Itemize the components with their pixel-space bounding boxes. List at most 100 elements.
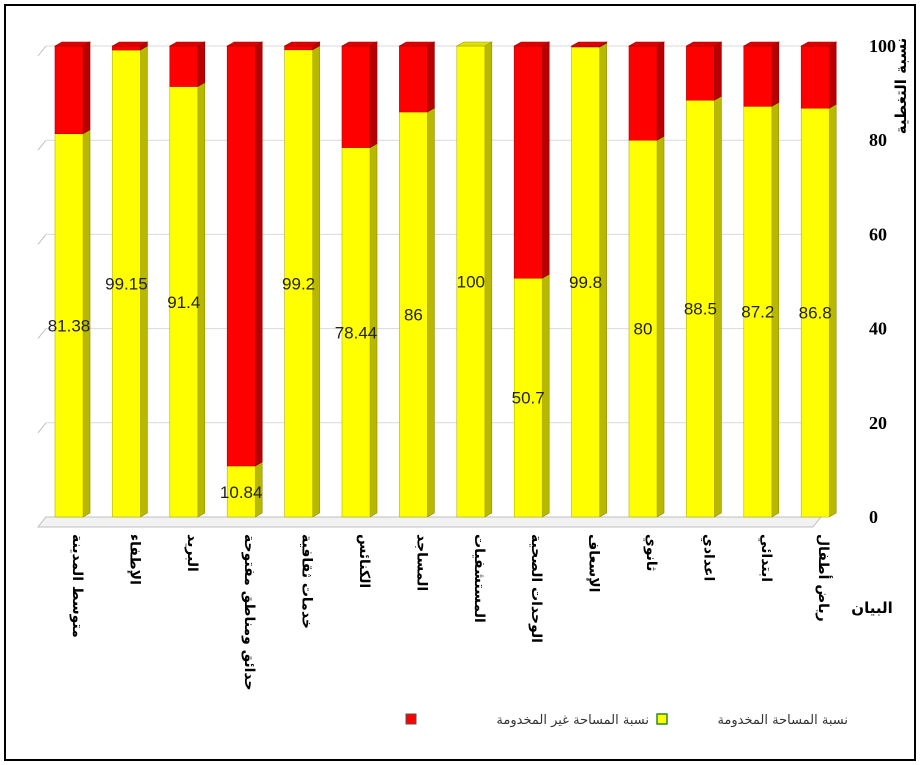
bar-top-11 [685,41,723,47]
category-label-0: متوسط المدينة [69,534,85,638]
bar-top-10 [627,41,666,47]
data-label-8: 50.7 [512,389,545,408]
floor-plane [36,516,823,528]
category-labels: متوسط المدينة الإطفاء البريد حدائق ومناطق م… [69,534,833,691]
bar-unserved-6 [399,41,435,113]
bar-unserved-13 [800,41,837,109]
bar-top-12 [742,41,780,47]
bar-unserved-0-side [82,41,91,135]
category-label-8: الوحدات الصحية [528,534,544,643]
y-tick-60: 60 [869,224,887,244]
bar-served-11-front [686,99,715,518]
category-label-1: الإطفاء [126,534,142,585]
bar-unserved-12-front [743,45,773,107]
bar-unserved-4-front [284,45,313,51]
bar-top-1 [111,41,149,47]
bar-unserved-8-front [513,45,543,279]
data-label-1: 99.15 [105,275,148,294]
bar-top-7 [455,41,493,47]
y-tick-labels: 0 20 40 60 80 100 [869,36,896,527]
bar-top-5 [340,41,379,47]
bar-unserved-12-side [771,41,780,107]
bar-top-0 [53,41,92,47]
bar-served-2-front [169,86,199,518]
bar-unserved-13-side [828,41,837,109]
bar-top-4 [283,41,321,47]
category-label-5: الكنائس [356,534,372,588]
bar-top-3 [226,41,264,47]
bar-unserved-13-front [800,45,830,109]
data-label-3: 10.84 [220,483,263,502]
data-label-11: 88.5 [684,300,717,319]
bar-served-7 [456,41,493,518]
chart-frame: 81.38 99.15 91.4 10.84 99.2 78.44 86 100 50.7 99.… [4,4,916,761]
bar-served-4-front [284,49,313,518]
data-label-10: 80 [634,320,653,339]
bar-served-9-front [571,46,600,518]
data-label-7: 100 [457,273,485,292]
bar-unserved-2 [169,41,206,88]
bar-served-5 [341,143,378,518]
category-label-10: ثانوي [642,534,659,571]
bar-served-4 [284,45,320,518]
bar-unserved-3 [226,41,263,467]
bar-unserved-8-side [541,41,550,279]
bar-unserved-1 [112,41,148,51]
bar-unserved-5-front [341,45,371,148]
bar-served-13-front [800,107,830,518]
bar-served-12-front [743,105,773,518]
legend: نسبة المساحة غير المخدومة نسبة المساحة ا… [405,713,848,728]
bar-served-3-front [226,465,256,518]
category-label-11: اعدادي [699,534,716,581]
category-label-7: المستشفيات [471,534,487,623]
data-label-9: 99.8 [569,273,602,292]
gridline-diagonal-80 [37,139,47,151]
bars [53,41,838,518]
bar-served-0-front [54,133,84,518]
legend-swatch-served [656,713,668,725]
bar-unserved-2-side [197,41,206,88]
bar-served-6 [399,107,435,518]
data-labels: 81.38 99.15 91.4 10.84 99.2 78.44 86 100 50.7 99.… [48,273,832,503]
bar-unserved-12 [743,41,780,107]
x-axis-title: البيان [851,599,892,617]
y-tick-80: 80 [869,130,887,150]
data-label-4: 99.2 [282,274,315,293]
bar-unserved-5 [341,41,378,149]
chart-floor [36,516,823,528]
bar-served-10-side [656,135,665,518]
bar-top-8 [513,41,551,47]
bar-unserved-2-front [169,45,199,87]
category-label-9: الإسعاف [586,534,602,592]
bar-unserved-11-front [686,45,715,101]
bar-served-5-front [341,147,371,518]
bar-unserved-10-side [656,41,665,141]
bar-unserved-3-side [254,41,263,467]
bar-unserved-0 [54,41,91,135]
data-label-5: 78.44 [335,323,378,342]
bar-unserved-1-front [112,45,141,51]
chart: 81.38 99.15 91.4 10.84 99.2 78.44 86 100 50.7 99.… [36,36,910,728]
data-label-6: 86 [404,305,423,324]
bar-unserved-10 [628,41,665,141]
bar-served-6-side [427,107,435,518]
bar-served-1 [112,45,148,518]
bar-top-13 [800,41,838,47]
gridline-diagonal-20 [37,422,47,434]
bar-served-6-front [399,111,428,518]
bar-served-1-front [112,49,141,518]
bar-served-3 [226,461,263,518]
category-label-4: خدمات ثقافية [299,534,315,629]
category-label-12: ابتدائي [758,534,774,582]
bar-top-6 [398,41,436,47]
gridline-diagonal-60 [37,234,47,245]
category-label-13: رياض أطفال [815,534,833,622]
bar-unserved-11-side [714,41,722,101]
legend-label-served: نسبة المساحة المخدومة [717,713,848,728]
bar-unserved-3-front [226,45,256,467]
bar-served-13 [800,103,837,518]
legend-label-unserved: نسبة المساحة غير المخدومة [496,713,649,728]
category-label-2: البريد [184,534,200,572]
category-label-3: حدائق ومناطق مفتوحة [241,534,257,691]
bar-unserved-11 [686,41,722,101]
